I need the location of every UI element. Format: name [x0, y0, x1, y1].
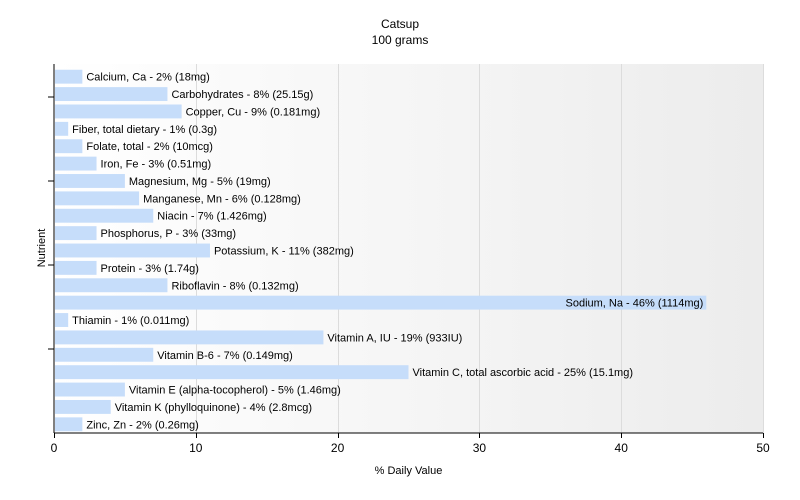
x-tick-label: 20: [331, 441, 345, 455]
bar: [55, 69, 83, 84]
bar: [55, 121, 69, 136]
bar-label: Potassium, K - 11% (382mg): [214, 246, 354, 258]
bar: [55, 156, 97, 171]
bar-label: Zinc, Zn - 2% (0.26mg): [86, 419, 198, 431]
bar-label: Magnesium, Mg - 5% (19mg): [129, 176, 271, 188]
bar-label: Vitamin B-6 - 7% (0.149mg): [157, 350, 293, 362]
bar-label: Manganese, Mn - 6% (0.128mg): [143, 193, 301, 205]
axes: [48, 64, 763, 434]
bar-label: Iron, Fe - 3% (0.51mg): [101, 159, 212, 171]
bar: [55, 278, 168, 293]
bar-label: Sodium, Na - 46% (1114mg): [566, 298, 704, 310]
bar-label: Vitamin E (alpha-tocopherol) - 5% (1.46m…: [129, 385, 341, 397]
x-tick-label: 0: [51, 441, 58, 455]
x-axis-ticks: 0 10 20 30 40 50: [51, 433, 770, 455]
bar-label: Niacin - 7% (1.426mg): [157, 211, 266, 223]
bar: [55, 226, 97, 241]
bar-label: Vitamin A, IU - 19% (933IU): [327, 332, 462, 344]
bar: [55, 313, 69, 327]
bar: [55, 208, 154, 223]
bar: [55, 191, 140, 206]
bar-label: Phosphorus, P - 3% (33mg): [101, 228, 237, 240]
x-tick-label: 30: [473, 441, 487, 455]
bar-label: Fiber, total dietary - 1% (0.3g): [72, 124, 217, 136]
bar: [55, 260, 97, 275]
x-tick-label: 50: [756, 441, 770, 455]
bar: [55, 87, 168, 102]
bar: [55, 295, 707, 310]
x-tick-label: 10: [189, 441, 203, 455]
bar: [55, 399, 111, 414]
x-axis-label: % Daily Value: [374, 465, 443, 477]
bar: [55, 139, 83, 154]
chart-title: Catsup: [380, 17, 420, 31]
bar-label: Folate, total - 2% (10mcg): [86, 141, 213, 153]
bar-label: Thiamin - 1% (0.011mg): [72, 315, 189, 327]
bar-label: Copper, Cu - 9% (0.181mg): [186, 106, 321, 118]
x-tick-label: 40: [615, 441, 629, 455]
bar: [55, 365, 409, 380]
bar-label: Riboflavin - 8% (0.132mg): [171, 280, 298, 292]
bars: Calcium, Ca - 2% (18mg) Carbohydrates - 8…: [55, 69, 707, 432]
bar: [55, 347, 154, 362]
chart-subtitle: 100 grams: [371, 33, 429, 47]
bar: [55, 104, 182, 119]
bar-label: Vitamin K (phylloquinone) - 4% (2.8mcg): [115, 402, 312, 414]
bar: [55, 330, 324, 345]
bar: [55, 382, 125, 397]
bar: [55, 243, 210, 258]
bar-label: Calcium, Ca - 2% (18mg): [86, 72, 209, 84]
bar: [55, 417, 83, 432]
bar-label: Protein - 3% (1.74g): [101, 263, 199, 275]
bar-label: Carbohydrates - 8% (25.15g): [171, 89, 313, 101]
bar-label: Vitamin C, total ascorbic acid - 25% (15…: [413, 367, 634, 379]
bar: [55, 174, 125, 188]
